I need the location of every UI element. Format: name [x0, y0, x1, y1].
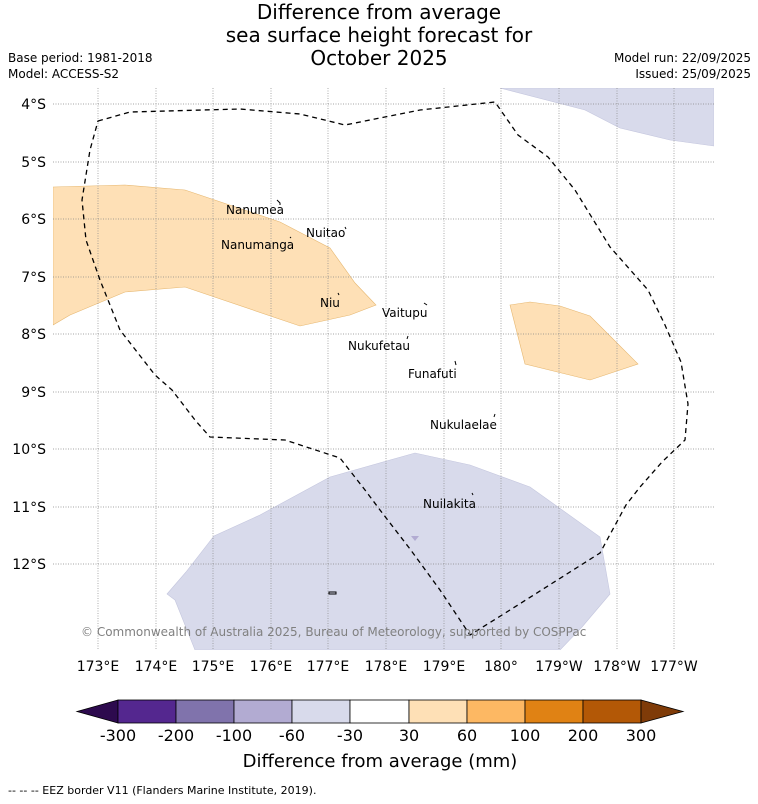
colorbar-tick-label: 100 [510, 726, 541, 745]
island-label-nukulaelae: Nukulaelae [430, 418, 497, 432]
anomaly-region-positive-west [53, 184, 377, 327]
lat-label: 5°S [21, 155, 46, 171]
lon-label: 177°E [307, 659, 350, 675]
title-line-1: Difference from average [256, 0, 502, 24]
issued-date: Issued: 25/09/2025 [635, 67, 751, 81]
colorbar-tick-label: -100 [216, 726, 252, 745]
lat-label: 11°S [12, 500, 46, 516]
title-line-2: sea surface height forecast for [225, 23, 533, 47]
lat-label: 10°S [12, 442, 46, 458]
lon-label: 180° [484, 659, 518, 675]
title-line-3: October 2025 [310, 46, 448, 70]
colorbar-segment [175, 699, 235, 724]
island-label-nanumea: Nanumea [226, 203, 284, 217]
anomaly-region-negative-south [166, 452, 611, 650]
island-label-nuilakita: Nuilakita [423, 497, 476, 511]
island-label-nanumanga: Nanumanga [221, 238, 294, 252]
map-area: Nanumea Nuitao Nanumanga Niu Vaitupu Nuk… [53, 88, 714, 650]
lon-label: 176°E [250, 659, 293, 675]
lon-label: 179°W [535, 659, 583, 675]
lon-label: 177°W [650, 659, 698, 675]
colorbar-segment [117, 699, 177, 724]
model-run: Model run: 22/09/2025 [613, 51, 751, 65]
island-label-funafuti: Funafuti [408, 367, 457, 381]
lon-label: 174°E [135, 659, 178, 675]
anomaly-speck [411, 536, 419, 541]
colorbar-segment [524, 699, 584, 724]
colorbar-segment [582, 699, 642, 724]
colorbar-tick-label: -60 [279, 726, 305, 745]
lat-label: 6°S [21, 212, 46, 228]
island-label-vaitupu: Vaitupu [382, 306, 428, 320]
lon-label: 175°E [192, 659, 235, 675]
colorbar-segment [349, 699, 410, 724]
colorbar [75, 699, 685, 724]
lon-label: 178°E [365, 659, 408, 675]
colorbar-extend-high [640, 699, 685, 724]
island-label-niu: Niu [320, 296, 340, 310]
gridlines [53, 88, 714, 650]
footer-note: -- -- -- EEZ border V11 (Flanders Marine… [8, 784, 317, 797]
lat-label: 8°S [21, 327, 46, 343]
lon-label: 178°W [593, 659, 641, 675]
anomaly-region-positive-east [509, 301, 639, 381]
colorbar-tick-label: 30 [399, 726, 419, 745]
anomaly-region-negative-northeast [499, 88, 714, 147]
island-markers [276, 199, 496, 595]
colorbar-segment [291, 699, 351, 724]
colorbar-segment [233, 699, 293, 724]
lon-label: 173°E [77, 659, 120, 675]
colorbar-tick-label: -200 [158, 726, 194, 745]
colorbar-extend-low [75, 699, 119, 724]
island-label-nuitao: Nuitao [306, 226, 345, 240]
lat-label: 9°S [21, 385, 46, 401]
colorbar-segment [466, 699, 526, 724]
colorbar-title: Difference from average (mm) [243, 751, 518, 772]
eez-border [81, 101, 689, 636]
lat-label: 4°S [21, 97, 46, 113]
lat-label: 12°S [12, 557, 46, 573]
colorbar-tick-label: 300 [626, 726, 657, 745]
colorbar-tick-label: 200 [568, 726, 599, 745]
colorbar-segment [408, 699, 468, 724]
copyright-notice: © Commonwealth of Australia 2025, Bureau… [81, 625, 586, 639]
colorbar-tick-label: -30 [337, 726, 363, 745]
colorbar-tick-label: -300 [100, 726, 136, 745]
lat-label: 7°S [21, 270, 46, 286]
model-name: Model: ACCESS-S2 [8, 67, 120, 81]
island-label-nukufetau: Nukufetau [348, 339, 410, 353]
colorbar-tick-label: 60 [457, 726, 477, 745]
base-period: Base period: 1981-2018 [8, 51, 153, 65]
lon-label: 179°E [423, 659, 466, 675]
